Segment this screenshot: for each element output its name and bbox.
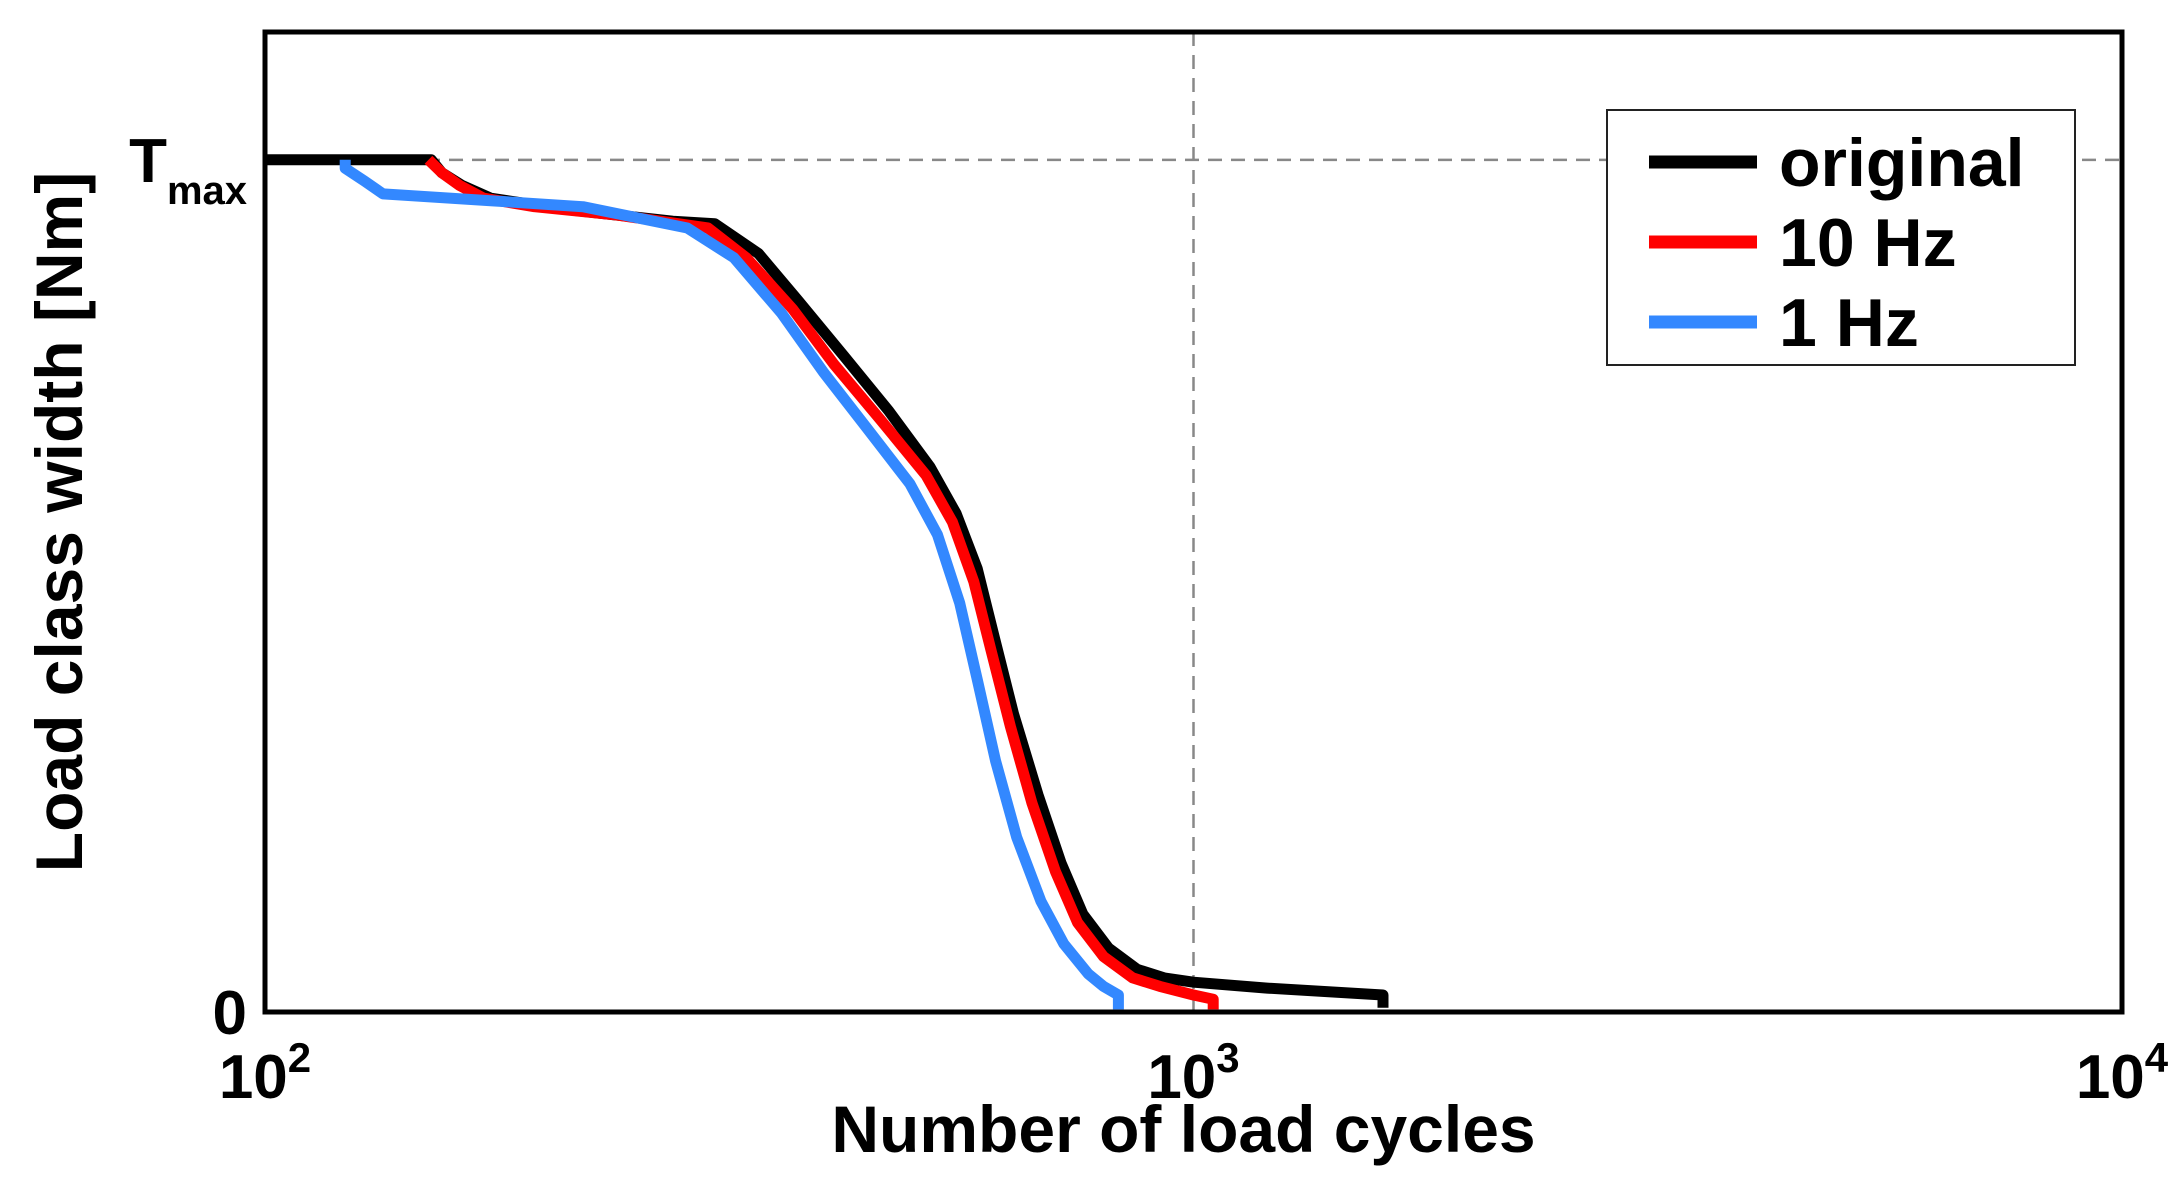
y-axis-label: Load class width [Nm] (22, 172, 96, 872)
legend-label: 1 Hz (1779, 285, 1919, 361)
legend-label: original (1779, 125, 2025, 201)
y-tick-labels: 0 Tmax (129, 127, 247, 1048)
x-tick-labels: 102 103 104 (219, 1034, 2169, 1112)
x-tick-label: 102 (219, 1034, 311, 1112)
x-axis-label: Number of load cycles (831, 1092, 1535, 1166)
plot-frame (262, 29, 2125, 1015)
x-tick-label: 103 (1147, 1034, 1239, 1112)
y-tick-label: Tmax (129, 127, 247, 213)
series-lines (265, 154, 1389, 1010)
x-tick-label: 104 (2076, 1034, 2169, 1112)
series-line-1-hz (339, 159, 1124, 1010)
legend-label: 10 Hz (1779, 205, 1957, 281)
y-tick-label: 0 (213, 979, 247, 1048)
